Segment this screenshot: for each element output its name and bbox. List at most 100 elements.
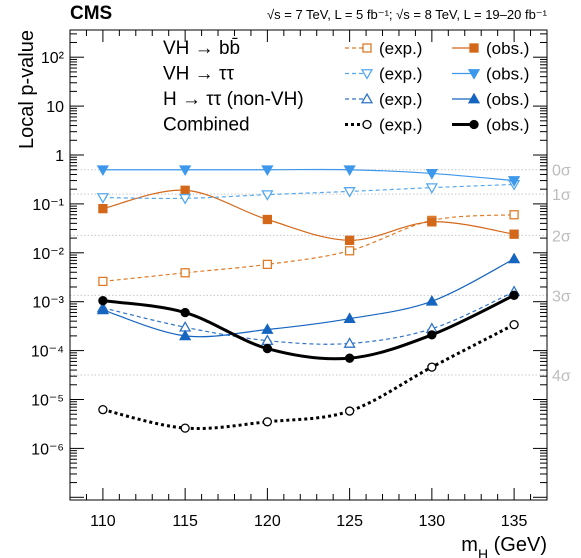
series-7 xyxy=(98,290,519,363)
data-point xyxy=(98,405,108,415)
legend-group-label: H → ττ (non-VH) xyxy=(163,89,304,110)
series-line xyxy=(102,323,515,431)
x-tick-label: 135 xyxy=(501,513,528,530)
data-point xyxy=(343,312,356,324)
data-point xyxy=(343,337,356,348)
legend-entry-label: (obs.) xyxy=(486,39,529,58)
data-point xyxy=(427,330,437,340)
legend-entry-label: (obs.) xyxy=(486,90,529,109)
series-line xyxy=(102,293,515,361)
data-point xyxy=(96,165,110,177)
y-tick-label: 10 xyxy=(46,99,64,116)
data-point xyxy=(343,187,356,198)
data-point xyxy=(262,214,273,225)
data-point xyxy=(344,406,355,416)
legend-marker xyxy=(360,69,374,80)
data-point xyxy=(509,290,519,300)
data-point xyxy=(261,323,274,334)
data-point xyxy=(427,362,437,372)
data-point xyxy=(180,423,190,433)
data-point xyxy=(179,329,192,341)
x-tick-label: 125 xyxy=(336,513,363,530)
data-point xyxy=(509,319,519,330)
legend-marker xyxy=(362,119,372,130)
data-point xyxy=(425,169,438,180)
series-line xyxy=(102,183,515,200)
series-layer xyxy=(96,165,521,433)
sigma-label: 3σ xyxy=(552,288,571,305)
data-point xyxy=(179,165,192,177)
series-6 xyxy=(98,319,519,433)
legend-entry-label: (obs.) xyxy=(486,65,529,84)
y-tick-label: 10² xyxy=(41,50,65,67)
series-line xyxy=(102,168,515,182)
legend: VH → bb̄ (exp.) (obs.) VH → ττ (exp.) (obs.) H… xyxy=(163,38,529,136)
energy-lumi-label: √s = 7 TeV, L = 5 fb⁻¹; √s = 8 TeV, L = … xyxy=(267,7,548,22)
legend-marker xyxy=(362,43,372,53)
data-point xyxy=(180,307,190,318)
data-point xyxy=(98,296,108,306)
legend-entry-label: (obs.) xyxy=(486,116,529,135)
legend-group-label: Combined xyxy=(163,115,250,136)
data-point xyxy=(344,246,355,256)
legend-marker xyxy=(467,69,481,80)
axes: 110 115 120 125 130 13510⁻⁶10⁻⁵10⁻⁴10⁻³10⁻²10… xyxy=(16,29,548,558)
y-tick-label: 10⁻¹ xyxy=(32,197,64,214)
x-tick-label: 130 xyxy=(419,513,446,530)
series-2 xyxy=(96,180,521,205)
legend-entry-label: (exp.) xyxy=(379,116,422,135)
series-line xyxy=(102,258,515,338)
data-point xyxy=(343,165,356,177)
data-point xyxy=(180,185,190,195)
data-point xyxy=(262,343,273,354)
y-tick-label: 1 xyxy=(55,148,64,165)
y-tick-label: 10⁻⁵ xyxy=(31,393,64,410)
data-point xyxy=(344,353,355,363)
experiment-label: CMS xyxy=(70,3,112,24)
data-point xyxy=(179,193,192,205)
legend-entry-label: (exp.) xyxy=(379,39,422,58)
legend-marker xyxy=(467,92,481,104)
legend-marker xyxy=(469,119,479,130)
legend-marker xyxy=(469,43,479,53)
data-point xyxy=(98,276,108,287)
data-point xyxy=(427,217,437,227)
legend-marker xyxy=(360,92,374,104)
plot-frame xyxy=(69,29,548,501)
data-point xyxy=(507,252,521,264)
data-point xyxy=(507,176,521,187)
y-tick-label: 10⁻² xyxy=(32,246,64,263)
legend-group-label: VH → ττ xyxy=(163,64,234,85)
series-line xyxy=(102,291,515,345)
legend-entry-label: (exp.) xyxy=(379,90,422,109)
x-axis-title: mH (GeV) xyxy=(461,534,547,558)
data-point xyxy=(261,190,274,201)
data-point xyxy=(180,268,190,278)
series-line xyxy=(102,189,515,241)
series-3 xyxy=(96,165,521,187)
y-tick-label: 10⁻⁴ xyxy=(31,344,64,361)
sigma-label: 4σ xyxy=(552,368,571,385)
series-5 xyxy=(96,252,521,341)
legend-entry-label: (exp.) xyxy=(379,65,422,84)
data-point xyxy=(96,193,110,204)
data-point xyxy=(509,229,519,239)
series-0 xyxy=(98,210,519,287)
data-point xyxy=(262,259,273,270)
data-point xyxy=(509,210,519,220)
data-point xyxy=(262,417,273,427)
data-point xyxy=(98,203,108,214)
x-tick-label: 115 xyxy=(172,513,198,530)
y-tick-label: 10⁻³ xyxy=(32,295,64,312)
series-1 xyxy=(98,185,519,245)
sigma-label: 0σ xyxy=(552,163,571,180)
legend-group-label: VH → bb̄ xyxy=(163,38,240,59)
y-axis-title: Local p-value xyxy=(16,30,38,149)
y-tick-label: 10⁻⁶ xyxy=(31,441,64,458)
series-line xyxy=(102,214,515,283)
data-point xyxy=(344,235,355,245)
data-point xyxy=(261,165,274,177)
data-point xyxy=(425,183,438,194)
x-tick-label: 110 xyxy=(90,513,116,530)
sigma-label: 1σ xyxy=(552,187,571,204)
